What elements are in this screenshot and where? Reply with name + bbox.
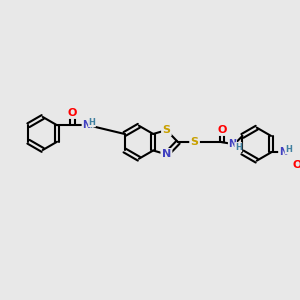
- Text: H: H: [84, 120, 92, 130]
- Text: O: O: [68, 108, 77, 118]
- Text: N: N: [279, 147, 287, 158]
- Text: H: H: [88, 118, 95, 127]
- Text: N: N: [228, 139, 236, 149]
- Text: N: N: [82, 120, 90, 130]
- Text: H: H: [235, 142, 242, 152]
- Text: N: N: [162, 149, 171, 159]
- Text: S: S: [190, 137, 199, 147]
- Text: O: O: [217, 124, 226, 135]
- Text: S: S: [162, 125, 170, 135]
- Text: H: H: [285, 145, 292, 154]
- Text: O: O: [292, 160, 300, 170]
